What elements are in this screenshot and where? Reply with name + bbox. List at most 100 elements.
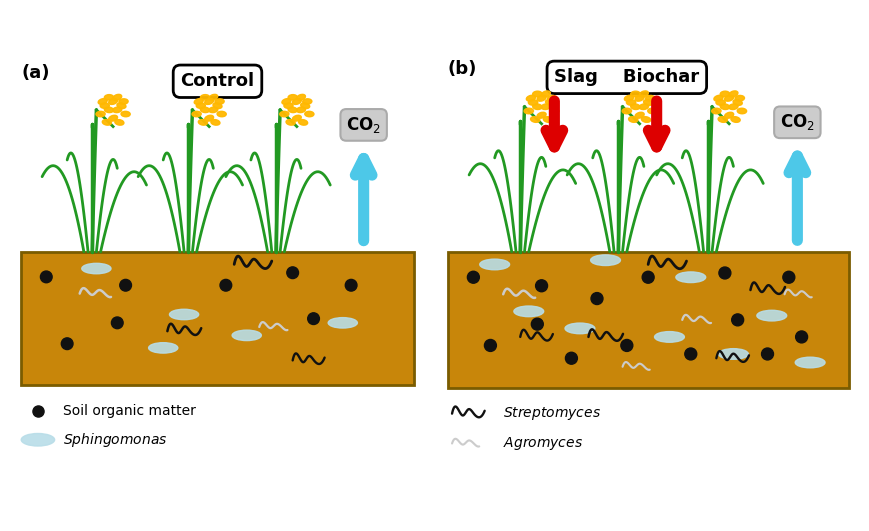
Ellipse shape [526, 95, 535, 101]
Ellipse shape [527, 100, 537, 105]
Circle shape [620, 339, 632, 352]
Ellipse shape [119, 99, 128, 104]
Ellipse shape [286, 119, 295, 125]
Ellipse shape [549, 108, 559, 114]
Ellipse shape [530, 117, 539, 122]
Ellipse shape [96, 112, 105, 117]
Circle shape [467, 271, 479, 283]
Ellipse shape [210, 119, 220, 125]
Ellipse shape [547, 96, 556, 101]
Ellipse shape [292, 115, 301, 121]
Text: CO$_2$: CO$_2$ [346, 115, 381, 135]
Ellipse shape [717, 117, 726, 122]
Ellipse shape [630, 91, 640, 97]
Ellipse shape [532, 104, 541, 109]
Circle shape [40, 271, 52, 282]
Ellipse shape [564, 323, 594, 333]
Ellipse shape [204, 99, 214, 105]
Ellipse shape [624, 95, 633, 101]
Ellipse shape [82, 263, 111, 274]
Ellipse shape [711, 108, 720, 114]
Ellipse shape [215, 99, 224, 104]
Ellipse shape [296, 95, 305, 100]
Ellipse shape [532, 91, 541, 97]
Ellipse shape [209, 95, 217, 100]
Ellipse shape [301, 103, 309, 108]
Ellipse shape [479, 259, 509, 270]
Ellipse shape [653, 331, 684, 342]
Ellipse shape [647, 108, 656, 114]
Ellipse shape [643, 99, 652, 105]
Circle shape [782, 271, 794, 283]
Text: Control: Control [180, 72, 255, 90]
Ellipse shape [718, 349, 747, 359]
Ellipse shape [621, 108, 631, 114]
Ellipse shape [282, 99, 290, 105]
Ellipse shape [283, 103, 293, 108]
Ellipse shape [209, 107, 217, 113]
Ellipse shape [103, 119, 111, 125]
Ellipse shape [304, 112, 314, 117]
Ellipse shape [536, 95, 546, 101]
Ellipse shape [98, 99, 107, 105]
Ellipse shape [280, 112, 289, 117]
Ellipse shape [724, 95, 733, 101]
Ellipse shape [639, 91, 647, 97]
Ellipse shape [523, 108, 533, 114]
Ellipse shape [149, 342, 177, 353]
Text: $\it{Agromyces}$: $\it{Agromyces}$ [502, 435, 582, 452]
Circle shape [120, 279, 131, 291]
Circle shape [731, 314, 743, 326]
Ellipse shape [734, 96, 744, 101]
Circle shape [684, 348, 696, 360]
Ellipse shape [543, 117, 552, 122]
Ellipse shape [116, 103, 126, 108]
Text: $\it{Streptomyces}$: $\it{Streptomyces}$ [502, 405, 600, 422]
Ellipse shape [713, 95, 722, 101]
Circle shape [531, 318, 542, 330]
Ellipse shape [104, 107, 113, 113]
Circle shape [590, 293, 602, 304]
Circle shape [641, 271, 653, 283]
Text: Slag    Biochar: Slag Biochar [554, 68, 699, 87]
Ellipse shape [756, 310, 786, 321]
Ellipse shape [104, 95, 113, 100]
Circle shape [308, 313, 319, 324]
Ellipse shape [192, 112, 201, 117]
Ellipse shape [217, 112, 226, 117]
Ellipse shape [288, 95, 297, 100]
Ellipse shape [675, 272, 705, 282]
Ellipse shape [541, 91, 550, 97]
Ellipse shape [302, 99, 311, 104]
Ellipse shape [634, 95, 643, 101]
Ellipse shape [541, 104, 550, 109]
Ellipse shape [630, 104, 640, 109]
Ellipse shape [645, 96, 654, 101]
Ellipse shape [296, 107, 305, 113]
Ellipse shape [733, 99, 741, 105]
Circle shape [345, 279, 356, 291]
Ellipse shape [715, 100, 725, 105]
Ellipse shape [736, 108, 746, 114]
Ellipse shape [169, 309, 198, 320]
Circle shape [760, 348, 773, 360]
Ellipse shape [634, 112, 643, 118]
Bar [448, 252, 847, 388]
Ellipse shape [626, 100, 635, 105]
Ellipse shape [115, 119, 123, 125]
Text: (b): (b) [448, 60, 476, 78]
Ellipse shape [628, 117, 637, 122]
Text: $\it{Sphingomonas}$: $\it{Sphingomonas}$ [63, 431, 168, 449]
Ellipse shape [100, 103, 109, 108]
Ellipse shape [200, 107, 209, 113]
Ellipse shape [292, 99, 301, 105]
Ellipse shape [288, 107, 297, 113]
Circle shape [61, 338, 73, 349]
Ellipse shape [204, 115, 214, 121]
Ellipse shape [328, 318, 357, 328]
Circle shape [220, 279, 231, 291]
Ellipse shape [536, 112, 546, 118]
Ellipse shape [198, 119, 207, 125]
Ellipse shape [720, 104, 729, 109]
Ellipse shape [196, 103, 205, 108]
